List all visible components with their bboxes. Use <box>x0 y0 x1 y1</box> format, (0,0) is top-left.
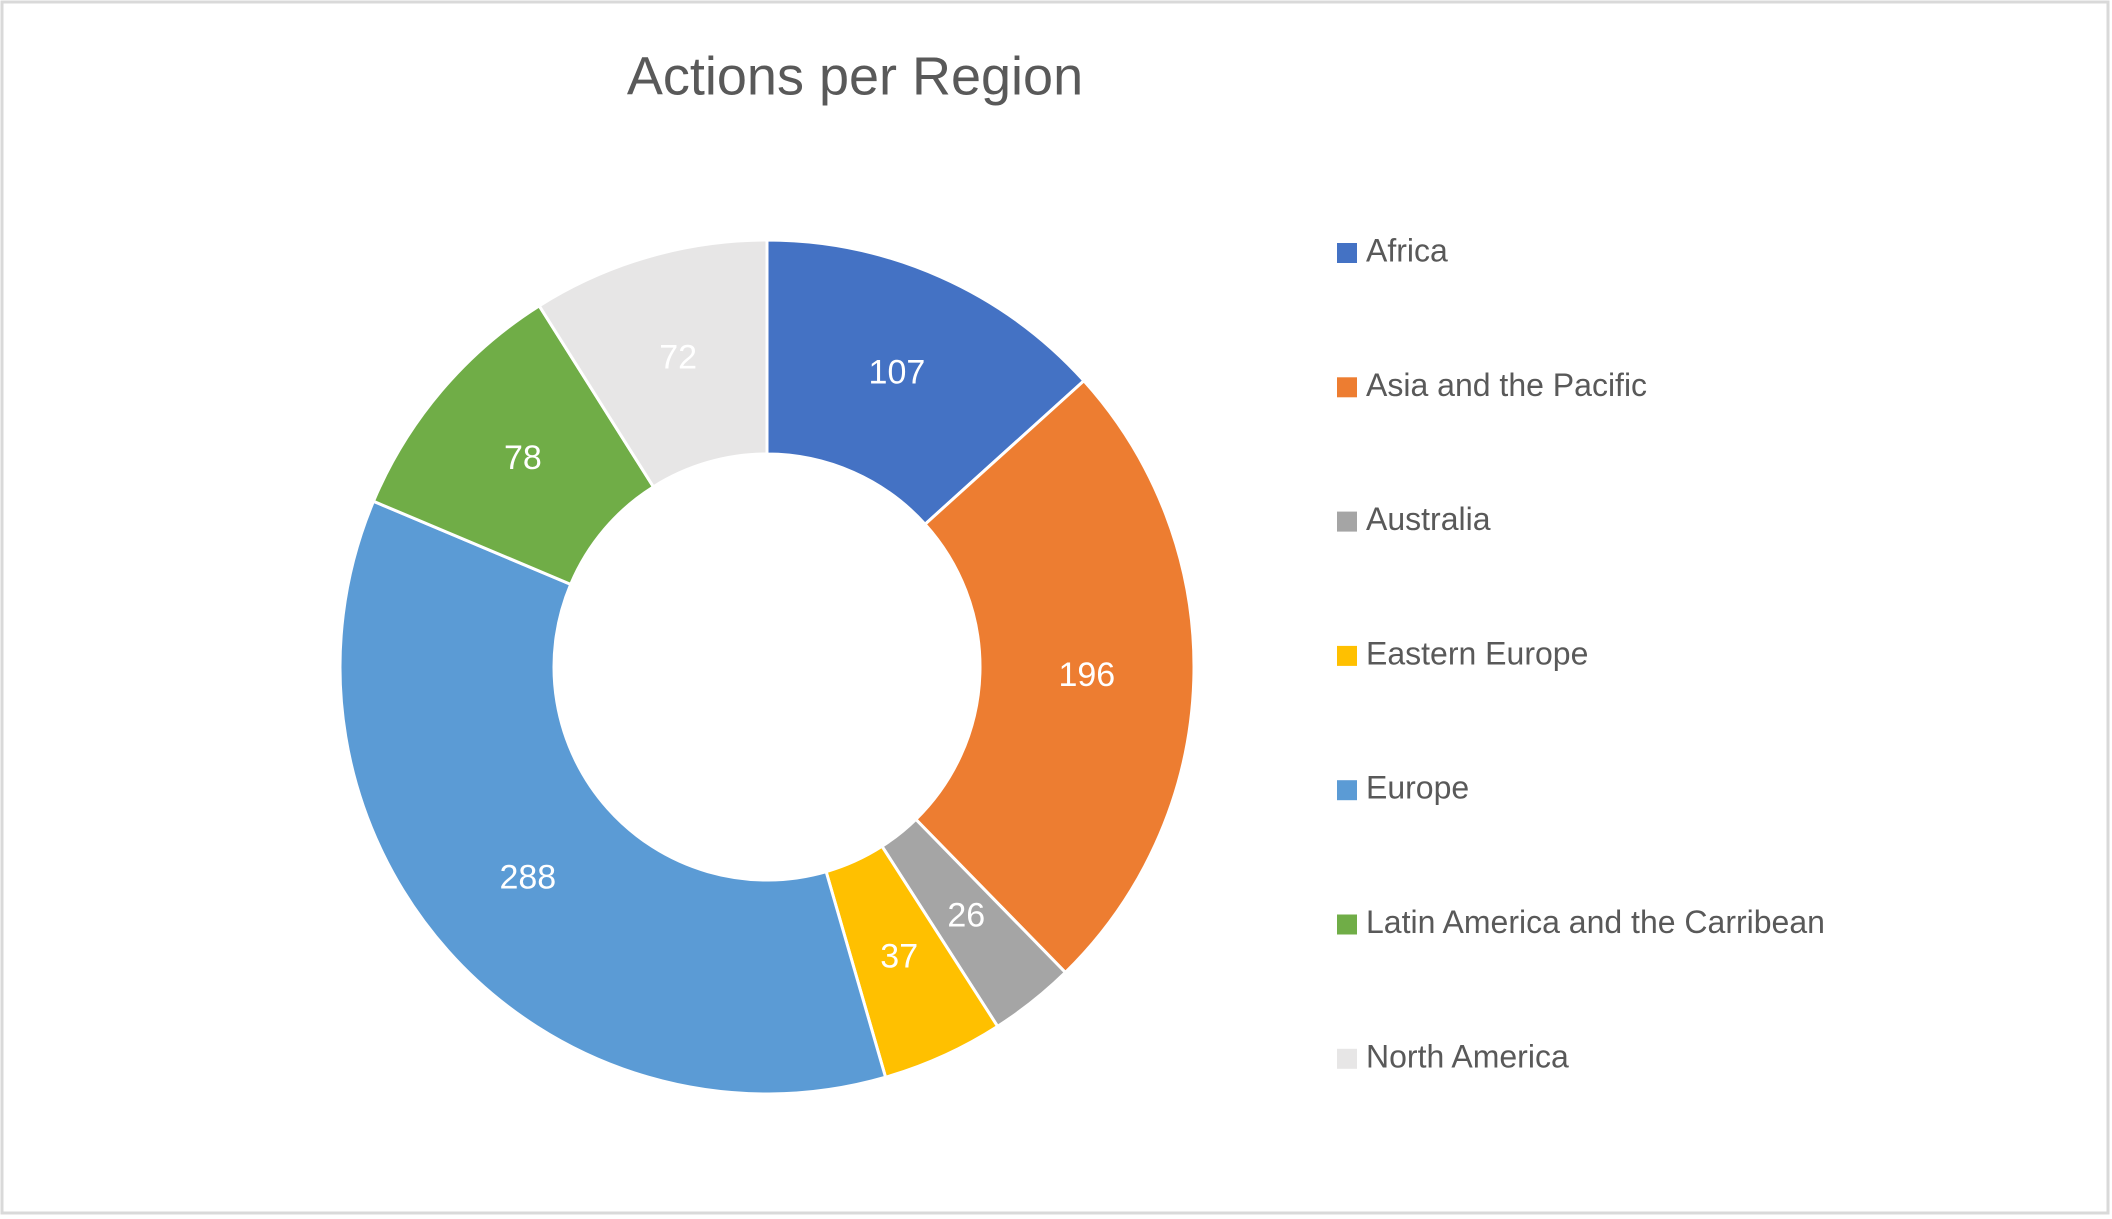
legend-swatch <box>1337 780 1357 801</box>
chart-title: Actions per Region <box>627 46 1083 106</box>
donut-slice <box>537 238 769 489</box>
legend-label: North America <box>1366 1038 1569 1074</box>
donut-slice <box>913 378 1196 975</box>
donut-slice <box>765 238 1086 527</box>
data-label: 107 <box>869 354 926 392</box>
legend-swatch <box>1337 1048 1357 1069</box>
data-label: 37 <box>880 937 918 975</box>
legend-swatch <box>1337 645 1357 666</box>
legend-label: Asia and the Pacific <box>1366 367 1647 403</box>
legend-swatch <box>1337 243 1357 263</box>
legend-swatch <box>1337 914 1357 935</box>
legend-label: Europe <box>1366 770 1469 806</box>
donut-slice <box>338 499 888 1096</box>
legend-label: Africa <box>1366 232 1448 268</box>
legend-label: Latin America and the Carribean <box>1366 904 1825 940</box>
legend-label: Eastern Europe <box>1366 635 1588 671</box>
data-label: 288 <box>499 859 556 897</box>
data-label: 78 <box>504 439 542 477</box>
donut-slice <box>371 303 656 587</box>
legend-swatch <box>1337 377 1357 398</box>
data-label: 196 <box>1058 656 1115 694</box>
data-label: 26 <box>947 896 985 934</box>
legend-swatch <box>1337 511 1357 532</box>
data-label: 72 <box>659 339 697 377</box>
legend-label: Australia <box>1366 501 1491 537</box>
